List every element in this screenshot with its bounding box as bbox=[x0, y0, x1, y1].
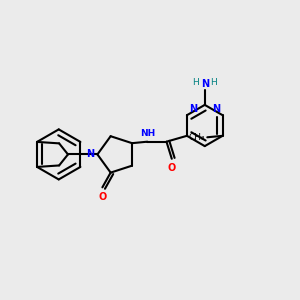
Text: N: N bbox=[189, 104, 197, 114]
Text: H: H bbox=[193, 78, 199, 87]
Text: NH: NH bbox=[140, 129, 155, 138]
Text: N: N bbox=[201, 79, 209, 89]
Text: O: O bbox=[168, 163, 176, 173]
Text: H: H bbox=[210, 78, 217, 87]
Text: CH₃: CH₃ bbox=[189, 133, 206, 142]
Text: O: O bbox=[98, 192, 106, 202]
Text: N: N bbox=[86, 149, 94, 159]
Text: N: N bbox=[212, 104, 220, 114]
